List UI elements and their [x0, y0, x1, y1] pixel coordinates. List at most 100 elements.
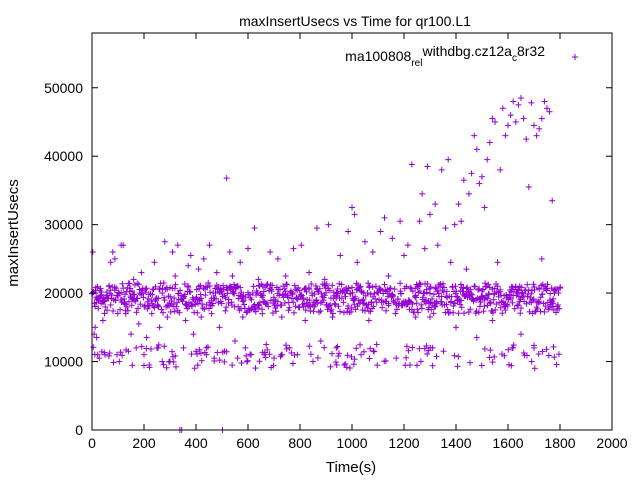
- band-point: [351, 356, 358, 363]
- band-point: [366, 355, 373, 362]
- band-point: [171, 295, 178, 302]
- band-point: [293, 295, 300, 302]
- data-point: [404, 242, 411, 249]
- data-point: [221, 348, 228, 355]
- data-point: [310, 358, 316, 365]
- band-point: [329, 282, 336, 289]
- data-point: [429, 344, 436, 351]
- band-point: [328, 306, 335, 313]
- band-point: [458, 304, 465, 311]
- band-point: [173, 303, 180, 310]
- band-point: [385, 302, 392, 309]
- data-point: [92, 324, 99, 331]
- band-point: [266, 351, 273, 358]
- data-point: [499, 105, 506, 112]
- band-point: [459, 288, 466, 295]
- band-point: [314, 300, 321, 307]
- data-point: [341, 361, 348, 368]
- data-point: [424, 163, 431, 170]
- band-point: [427, 290, 433, 297]
- band-point: [291, 282, 298, 289]
- band-point: [135, 281, 142, 288]
- band-point: [167, 308, 174, 315]
- data-point: [473, 334, 480, 341]
- band-point: [432, 299, 439, 306]
- band-point: [131, 291, 138, 298]
- band-point: [321, 344, 328, 351]
- band-point: [144, 298, 151, 305]
- band-point: [460, 284, 467, 291]
- band-point: [500, 298, 507, 305]
- y-axis: 0 10000 20000 30000 40000 50000: [44, 80, 612, 438]
- band-point: [334, 343, 341, 350]
- data-point: [159, 358, 166, 365]
- band-point: [550, 295, 557, 302]
- data-point: [533, 132, 540, 139]
- band-point: [448, 298, 455, 305]
- band-point: [276, 292, 283, 299]
- data-point: [345, 228, 352, 235]
- band-point: [437, 283, 444, 290]
- band-point: [541, 308, 548, 315]
- y-tick-label: 50000: [44, 80, 83, 96]
- band-point: [197, 350, 204, 357]
- band-point: [207, 289, 214, 296]
- data-point: [421, 245, 428, 252]
- band-point: [414, 362, 420, 369]
- band-point: [352, 293, 359, 300]
- data-point: [109, 249, 116, 256]
- band-point: [139, 290, 146, 297]
- band-point: [118, 289, 125, 296]
- band-point: [423, 289, 430, 296]
- band-point: [345, 303, 352, 310]
- band-point: [244, 357, 251, 364]
- data-point: [463, 266, 470, 273]
- data-point: [130, 276, 137, 283]
- band-point: [480, 308, 487, 315]
- band-point: [509, 344, 516, 351]
- data-point: [528, 99, 535, 106]
- x-tick-label: 200: [132, 435, 156, 451]
- band-point: [141, 362, 147, 369]
- band-point: [220, 282, 227, 289]
- band-point: [241, 301, 248, 308]
- band-point: [417, 358, 424, 365]
- band-point: [316, 285, 323, 292]
- band-point: [107, 301, 114, 308]
- data-point: [128, 331, 134, 338]
- data-point: [226, 249, 233, 256]
- x-tick-label: 2000: [596, 435, 627, 451]
- band-point: [187, 289, 194, 296]
- data-point: [354, 259, 361, 266]
- data-point: [111, 255, 118, 262]
- data-point: [211, 355, 218, 362]
- band-point: [105, 352, 112, 359]
- band-point: [338, 281, 345, 288]
- data-point: [198, 314, 205, 321]
- band-point: [239, 298, 246, 305]
- band-point: [455, 353, 462, 360]
- band-point: [515, 293, 522, 300]
- data-point: [512, 118, 519, 125]
- data-point: [242, 344, 249, 351]
- band-point: [392, 310, 399, 317]
- band-point: [383, 307, 390, 314]
- band-point: [326, 287, 333, 294]
- band-point: [306, 297, 313, 304]
- band-point: [101, 310, 108, 317]
- band-point: [384, 293, 391, 300]
- data-point: [116, 358, 123, 365]
- band-point: [300, 294, 307, 301]
- data-point: [93, 334, 100, 341]
- data-point: [546, 108, 553, 115]
- band-point: [370, 303, 377, 310]
- band-point: [553, 361, 560, 368]
- band-point: [514, 286, 521, 293]
- data-point: [190, 331, 197, 338]
- data-point: [466, 190, 472, 197]
- band-point: [198, 295, 205, 302]
- band-point: [331, 300, 338, 307]
- band-point: [484, 295, 491, 302]
- band-point: [307, 351, 314, 358]
- data-point: [94, 351, 101, 358]
